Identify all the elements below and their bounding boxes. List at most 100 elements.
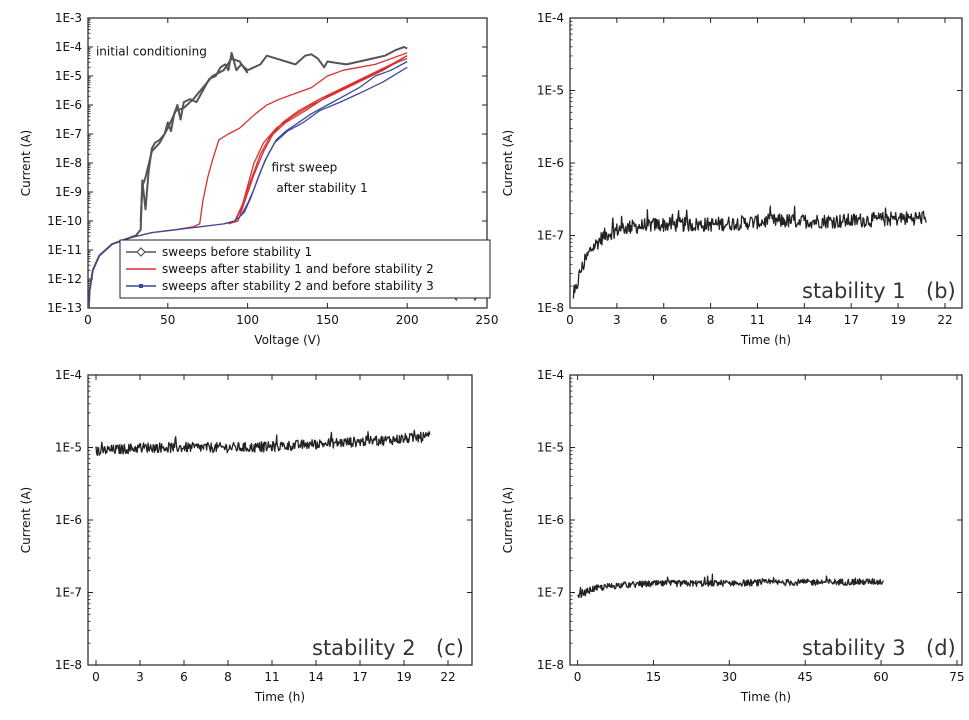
x-tick-label: 45: [798, 670, 813, 684]
y-axis-label: Current (A): [19, 487, 33, 553]
panel-label: (c): [436, 636, 464, 660]
y-tick-label: 1E-6: [537, 513, 564, 527]
series-line: [223, 55, 408, 225]
y-tick-label: 1E-5: [55, 441, 82, 455]
plot-area: [88, 46, 408, 308]
x-tick-label: 11: [264, 670, 279, 684]
x-tick-label: 8: [224, 670, 232, 684]
series-line: [234, 66, 408, 222]
x-tick-label: 0: [92, 670, 100, 684]
annotation: initial conditioning: [96, 45, 207, 59]
x-tick-label: 0: [84, 313, 92, 327]
plot-frame: [569, 17, 963, 309]
y-tick-label: 1E-5: [537, 441, 564, 455]
x-tick-label: 19: [396, 670, 411, 684]
x-tick-label: 0: [574, 670, 582, 684]
measurement-trace: [572, 205, 927, 299]
x-tick-label: 6: [180, 670, 188, 684]
legend-marker-square: [139, 284, 143, 288]
x-tick-label: 100: [236, 313, 259, 327]
y-tick-label: 1E-11: [47, 243, 82, 257]
y-tick-label: 1E-5: [55, 69, 82, 83]
y-tick-label: 1E-4: [55, 40, 82, 54]
y-tick-label: 1E-8: [537, 658, 564, 672]
y-tick-label: 1E-8: [55, 156, 82, 170]
measurement-trace: [577, 573, 885, 599]
series-line: [139, 57, 249, 222]
x-tick-label: 150: [316, 313, 339, 327]
y-tick-label: 1E-13: [47, 301, 82, 315]
x-tick-label: 30: [722, 670, 737, 684]
x-axis-label: Time (h): [740, 333, 791, 347]
y-tick-label: 1E-6: [55, 98, 82, 112]
y-tick-label: 1E-10: [47, 214, 82, 228]
y-tick-label: 1E-7: [55, 127, 82, 141]
stability-label: stability 2: [312, 636, 416, 660]
y-axis-label: Current (A): [501, 130, 515, 196]
x-tick-label: 6: [660, 313, 668, 327]
legend-label: sweeps after stability 2 and before stab…: [162, 279, 434, 293]
x-axis-label: Voltage (V): [254, 333, 320, 347]
panel-b: 1E-8 1E-7 1E-6 1E-5 1E-4 0 3 6 8 11 14 17 19 22 Time (…: [501, 11, 963, 347]
x-tick-label: 17: [352, 670, 367, 684]
x-tick-label: 60: [873, 670, 888, 684]
series-line: [228, 57, 408, 225]
y-tick-label: 1E-8: [55, 658, 82, 672]
x-tick-label: 22: [937, 313, 952, 327]
x-tick-label: 15: [646, 670, 661, 684]
plot-area: [577, 573, 885, 599]
y-tick-label: 1E-12: [47, 272, 82, 286]
y-tick-label: 1E-4: [537, 368, 564, 382]
x-tick-label: 0: [566, 313, 574, 327]
legend-box: [119, 239, 491, 299]
x-tick-label: 11: [750, 313, 765, 327]
y-tick-label: 1E-9: [55, 185, 82, 199]
series-line: [223, 55, 408, 225]
x-axis-label: Time (h): [740, 690, 791, 704]
legend-marker-diamond: [136, 247, 146, 257]
legend-label: sweeps before stability 1: [162, 245, 312, 259]
x-axis-label: Time (h): [254, 690, 305, 704]
x-tick-label: 200: [396, 313, 419, 327]
measurement-trace: [95, 429, 431, 456]
annotation: first sweep: [272, 161, 338, 175]
y-tick-label: 1E-4: [55, 368, 82, 382]
y-tick-label: 1E-7: [537, 586, 564, 600]
x-tick-label: 19: [890, 313, 905, 327]
y-tick-label: 1E-7: [537, 229, 564, 243]
x-tick-label: 250: [476, 313, 499, 327]
y-axis-label: Current (A): [19, 130, 33, 196]
series-line: [88, 46, 408, 308]
stability-label: stability 3: [802, 636, 906, 660]
legend-label: sweeps after stability 1 and before stab…: [162, 262, 434, 276]
plot-area: [95, 429, 431, 456]
y-tick-label: 1E-7: [55, 586, 82, 600]
x-tick-label: 8: [707, 313, 715, 327]
y-tick-label: 1E-6: [537, 156, 564, 170]
panel-label: (b): [926, 279, 956, 303]
annotation: after stability 1: [276, 181, 367, 195]
y-tick-label: 1E-4: [537, 11, 564, 25]
y-tick-label: 1E-3: [55, 11, 82, 25]
x-tick-label: 50: [160, 313, 175, 327]
x-tick-label: 14: [308, 670, 323, 684]
plot-frame: [87, 374, 473, 666]
x-tick-label: 3: [136, 670, 144, 684]
stability-label: stability 1: [802, 279, 906, 303]
x-tick-label: 3: [613, 313, 621, 327]
x-tick-label: 17: [844, 313, 859, 327]
panel-a: 1E-13 1E-12 1E-11 1E-10 1E-9 1E-8 1E-7 1E-6 1E-5…: [19, 11, 498, 347]
x-tick-label: 22: [440, 670, 455, 684]
plot-frame: [569, 374, 963, 666]
plot-area: [572, 205, 927, 299]
panel-label: (d): [926, 636, 956, 660]
x-tick-label: 75: [949, 670, 964, 684]
y-tick-label: 1E-5: [537, 84, 564, 98]
panel-c: 1E-8 1E-7 1E-6 1E-5 1E-4 0 3 6 8 11 14 17 19 22 Time (…: [19, 368, 473, 704]
y-axis-label: Current (A): [501, 487, 515, 553]
panel-d: 1E-8 1E-7 1E-6 1E-5 1E-4 0 15 30 45 60 75 Time (h) C…: [501, 368, 965, 704]
x-tick-label: 14: [797, 313, 812, 327]
y-tick-label: 1E-6: [55, 513, 82, 527]
y-tick-label: 1E-8: [537, 301, 564, 315]
